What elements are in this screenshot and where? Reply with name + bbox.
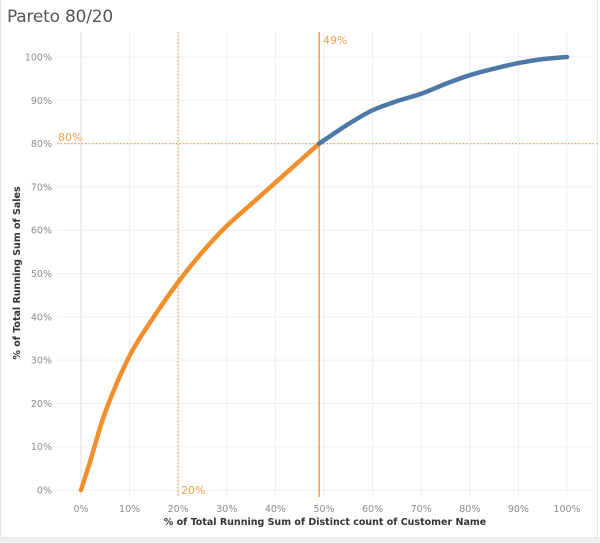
series-line (78, 141, 322, 493)
x-tick-label: 70% (411, 504, 432, 515)
y-tick-label: 30% (31, 356, 52, 367)
y-tick-label: 10% (31, 442, 52, 453)
x-tick-label: 10% (119, 504, 140, 515)
x-tick-label: 0% (73, 504, 88, 515)
data-series (78, 54, 570, 493)
x-axis-title: % of Total Running Sum of Distinct count… (164, 517, 486, 528)
gridlines (57, 32, 592, 497)
x-tick-label: 100% (553, 504, 580, 515)
x-tick-label: 20% (168, 504, 189, 515)
x-tick-label: 60% (362, 504, 383, 515)
series-line (316, 54, 570, 146)
bottom-scrollbar-strip (0, 538, 600, 543)
y-tick-label: 50% (31, 269, 52, 280)
reference-lines (57, 32, 598, 497)
x-tick-label: 40% (265, 504, 286, 515)
y-tick-label: 60% (31, 226, 52, 237)
y-tick-label: 40% (31, 312, 52, 323)
y-tick-label: 90% (31, 96, 52, 107)
vline-49-label: 49% (323, 34, 347, 47)
y-tick-label: 20% (31, 399, 52, 410)
x-tick-label: 50% (313, 504, 334, 515)
y-tick-label: 0% (37, 486, 52, 497)
x-tick-label: 90% (508, 504, 529, 515)
hline-80-label: 80% (58, 131, 82, 144)
x-tick-label: 80% (459, 504, 480, 515)
chart-title: Pareto 80/20 (7, 7, 114, 27)
y-tick-label: 100% (25, 53, 52, 64)
x-axis-ticks: 0% 10% 20% 30% 40% 50% 60% 70% 80% 90% 100% (73, 504, 580, 515)
y-tick-label: 80% (31, 139, 52, 150)
y-axis-title: % of Total Running Sum of Sales (12, 186, 23, 360)
y-tick-label: 70% (31, 182, 52, 193)
x-tick-label: 30% (216, 504, 237, 515)
vline-20-label: 20% (181, 484, 205, 497)
y-axis-ticks: 0% 10% 20% 30% 40% 50% 60% 70% 80% 90% 100% (25, 53, 52, 497)
